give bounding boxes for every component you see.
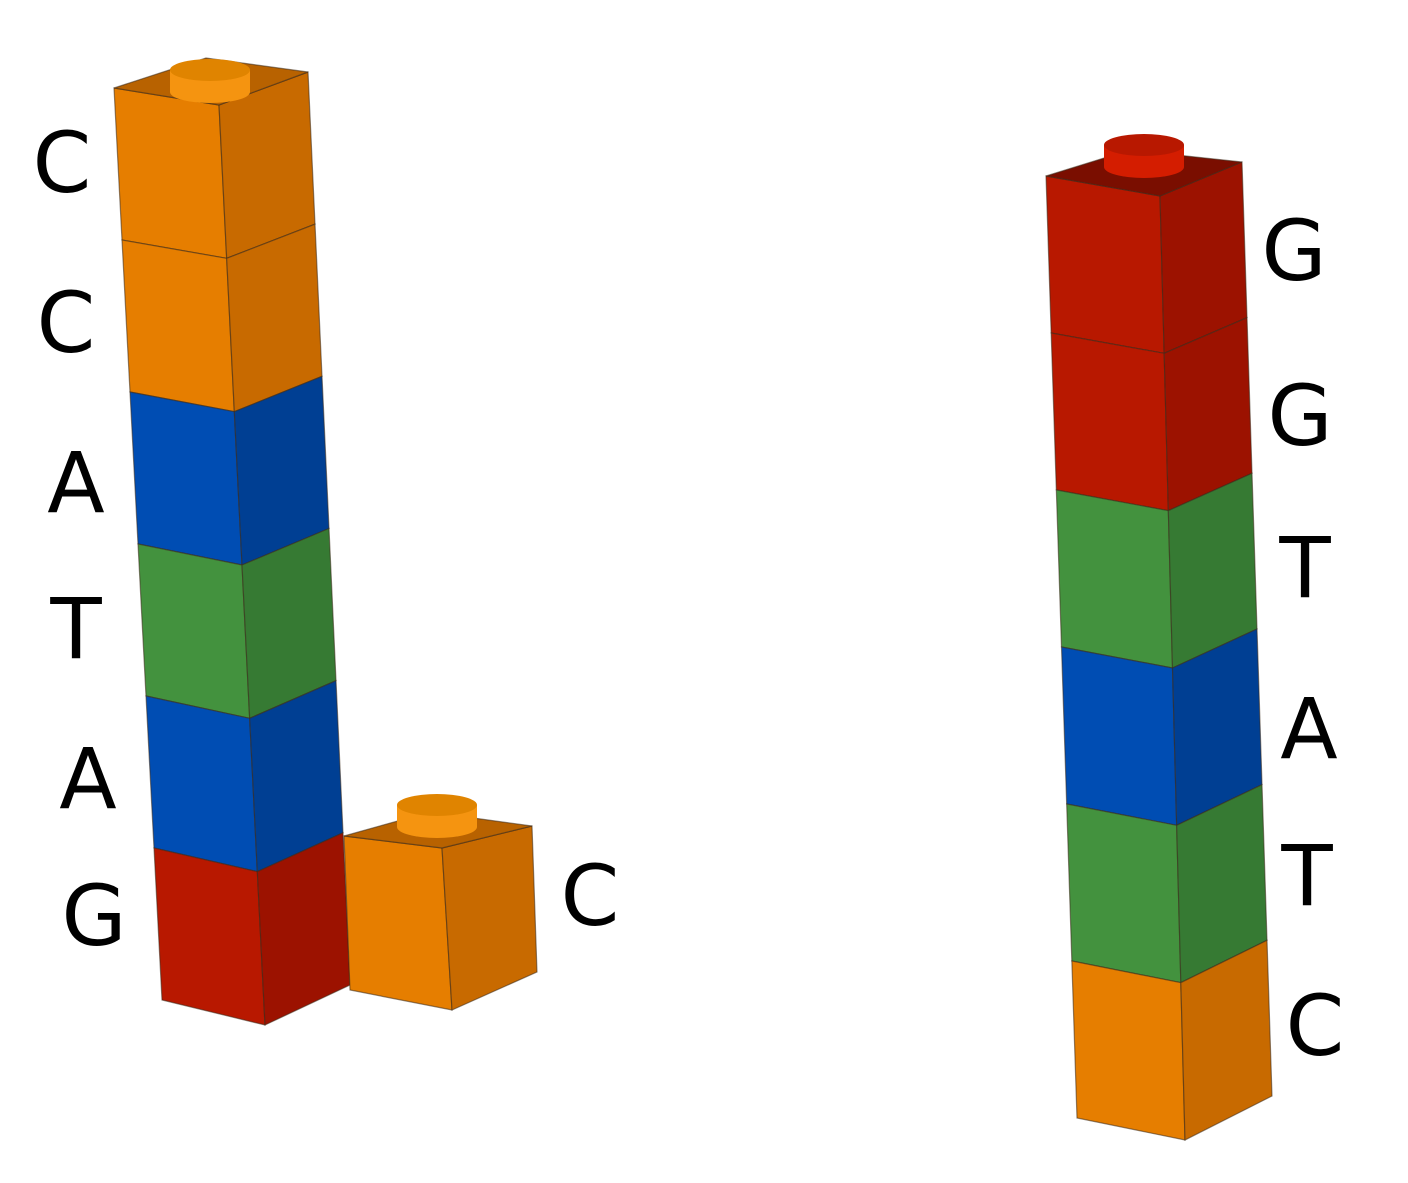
base-label: G [1261, 202, 1326, 300]
brick-T [137, 527, 337, 720]
base-label: G [61, 867, 126, 965]
brick-front-face [1050, 332, 1169, 512]
brick-A [1060, 628, 1263, 827]
base-label: G [1267, 367, 1332, 465]
brick-stud [170, 59, 250, 103]
brick-front-face [1060, 646, 1178, 827]
brick-A [145, 679, 344, 873]
brick-front-face [1045, 175, 1165, 355]
brick-A [129, 375, 330, 566]
base-label: C [33, 114, 92, 212]
brick-front-face [129, 391, 243, 566]
brick-C [1071, 939, 1273, 1141]
brick-T [1066, 783, 1268, 984]
base-label: C [37, 274, 96, 372]
brick-side-face [1180, 939, 1273, 1141]
brick-stud [1104, 134, 1184, 178]
base-label: A [47, 434, 104, 532]
brick-C [113, 57, 316, 260]
brick-front-face [137, 543, 251, 720]
brick-front-face [145, 695, 258, 873]
brick-G [1045, 134, 1248, 355]
base-label: A [1280, 680, 1337, 778]
brick-front-face [1071, 960, 1186, 1141]
single-brick: C [343, 794, 620, 1011]
base-label: C [561, 847, 620, 945]
brick-C [121, 223, 323, 413]
brick-T [1055, 472, 1258, 669]
brick-G [153, 831, 351, 1026]
brick-front-face [153, 847, 266, 1026]
base-label: T [1278, 519, 1331, 617]
base-label: A [59, 730, 116, 828]
base-label: C [1286, 977, 1345, 1075]
brick-front-face [113, 87, 228, 260]
brick-stud [397, 794, 477, 838]
brick-front-face [121, 239, 235, 413]
base-label: T [49, 580, 102, 678]
brick-C [343, 794, 538, 1011]
brick-front-face [343, 835, 453, 1011]
brick-front-face [1055, 489, 1174, 669]
brick-front-face [1066, 803, 1182, 984]
brick-side-face [441, 825, 538, 1011]
base-label: T [1280, 827, 1333, 925]
